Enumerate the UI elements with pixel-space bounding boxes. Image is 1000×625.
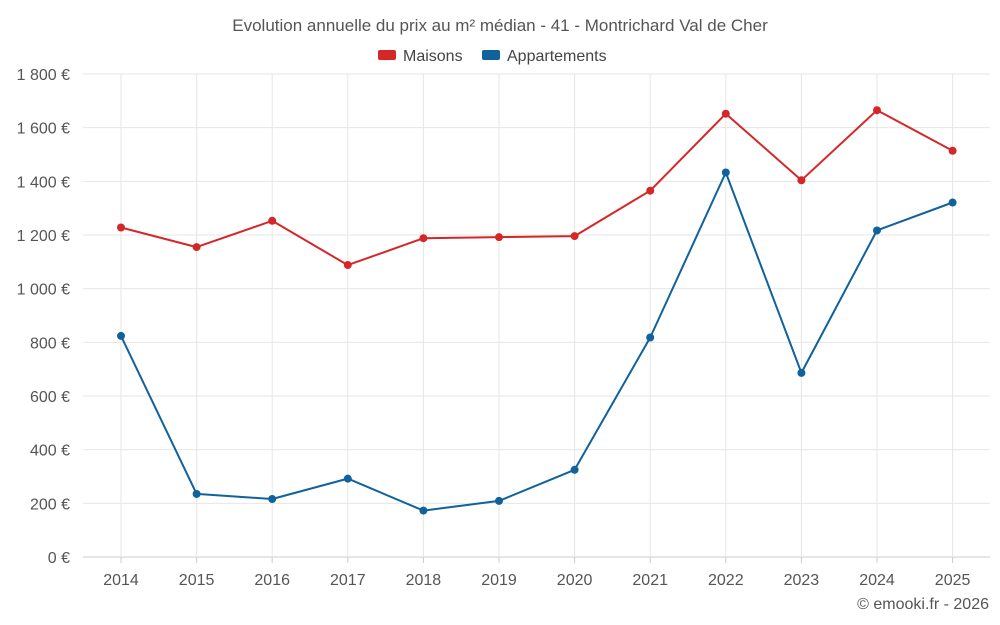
legend-swatch-maisons — [378, 50, 396, 60]
y-tick-label: 1 200 € — [17, 228, 70, 245]
data-point-appartements — [419, 506, 428, 515]
data-point-appartements — [268, 495, 277, 504]
data-point-appartements — [948, 198, 957, 207]
x-tick-label: 2025 — [935, 572, 971, 589]
data-point-maisons — [873, 106, 881, 115]
x-tick-label: 2020 — [557, 572, 593, 589]
data-point-maisons — [419, 234, 428, 243]
y-tick-label: 1 000 € — [17, 282, 70, 299]
y-tick-label: 0 € — [48, 550, 70, 567]
x-tick-label: 2017 — [330, 572, 366, 589]
series-line-maisons — [120, 109, 954, 267]
data-point-maisons — [948, 146, 957, 155]
y-tick-label: 800 € — [30, 335, 70, 352]
y-axis-ticks: 0 € 200 € 400 € 600 € 800 € 1 000 € 1 200 € 1 4… — [17, 67, 70, 567]
data-point-appartements — [570, 465, 579, 474]
x-axis-ticks: 2014 2015 2016 2017 2018 2019 2020 2021 2022 2023… — [103, 572, 970, 589]
x-gridlines — [120, 74, 954, 563]
data-point-appartements — [721, 168, 730, 177]
chart-title: Evolution annuelle du prix au m² médian … — [232, 16, 768, 35]
legend-item-maisons[interactable]: Maisons — [378, 48, 463, 65]
y-tick-label: 200 € — [30, 496, 70, 513]
x-tick-label: 2019 — [481, 572, 517, 589]
data-point-maisons — [797, 176, 806, 185]
y-tick-label: 1 600 € — [17, 121, 70, 138]
data-point-appartements — [873, 226, 881, 235]
legend-swatch-appartements — [482, 50, 500, 60]
data-point-appartements — [646, 333, 655, 342]
data-point-maisons — [117, 223, 125, 232]
x-tick-label: 2024 — [859, 572, 895, 589]
legend: Maisons Appartements — [378, 48, 607, 65]
x-tick-label: 2014 — [103, 572, 139, 589]
series-line-appartements — [120, 171, 953, 512]
x-tick-label: 2018 — [406, 572, 442, 589]
data-point-appartements — [117, 331, 125, 340]
y-tick-label: 400 € — [30, 443, 70, 460]
x-tick-label: 2016 — [254, 572, 290, 589]
y-tick-label: 1 400 € — [17, 174, 70, 191]
y-tick-label: 1 800 € — [17, 67, 70, 84]
series-points — [117, 106, 957, 515]
data-point-appartements — [343, 474, 352, 483]
data-point-appartements — [495, 496, 503, 505]
credit-text: © emooki.fr - 2026 — [857, 596, 989, 613]
y-tick-label: 600 € — [30, 389, 70, 406]
data-point-appartements — [797, 368, 806, 377]
data-point-maisons — [646, 186, 655, 195]
data-point-maisons — [570, 232, 579, 241]
legend-label-appartements: Appartements — [507, 48, 607, 65]
x-tick-label: 2023 — [784, 572, 820, 589]
x-tick-label: 2015 — [179, 572, 215, 589]
data-point-maisons — [268, 216, 277, 225]
data-point-maisons — [343, 261, 352, 270]
data-point-maisons — [495, 233, 503, 242]
legend-item-appartements[interactable]: Appartements — [482, 48, 607, 65]
series-lines — [120, 109, 954, 512]
data-point-maisons — [721, 109, 730, 118]
x-tick-label: 2022 — [708, 572, 744, 589]
data-point-maisons — [192, 243, 201, 252]
data-point-appartements — [192, 489, 201, 498]
legend-label-maisons: Maisons — [403, 48, 463, 65]
x-tick-label: 2021 — [632, 572, 668, 589]
